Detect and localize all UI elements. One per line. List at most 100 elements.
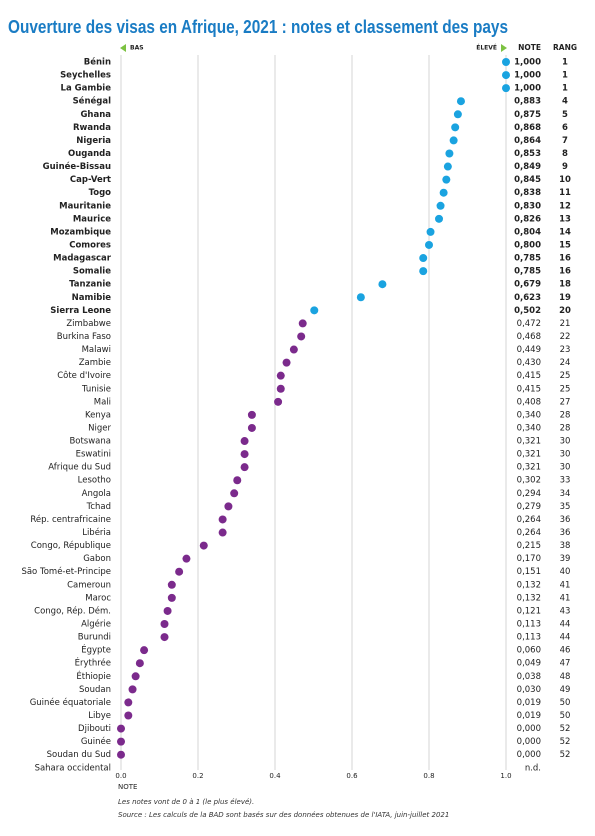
rank-label: 44 — [560, 633, 571, 643]
rank-label: 16 — [559, 267, 571, 277]
rank-label: 23 — [560, 345, 571, 355]
note-label: 0,804 — [514, 227, 541, 237]
note-label: 0,215 — [517, 541, 541, 551]
dot — [160, 620, 169, 629]
dot — [439, 188, 448, 197]
rank-label: 20 — [559, 306, 571, 316]
rank-label: 22 — [560, 332, 571, 342]
country-label: Égypte — [81, 644, 111, 656]
rank-label: 49 — [560, 685, 571, 695]
rank-label: 1 — [562, 84, 568, 94]
country-label: Soudan — [79, 685, 111, 695]
rank-label: 40 — [560, 567, 571, 577]
note-label: 0,785 — [514, 267, 541, 277]
note-label: 0,883 — [514, 97, 541, 107]
dot — [247, 410, 256, 419]
note-label: 0,000 — [517, 750, 541, 760]
rank-label: 12 — [559, 201, 571, 211]
note-label: 0,302 — [517, 476, 541, 486]
rank-label: 30 — [560, 437, 571, 447]
dot — [218, 515, 227, 524]
note-label: 0,830 — [514, 201, 541, 211]
country-label: Bénin — [84, 57, 111, 68]
dot — [117, 724, 125, 733]
dot — [240, 450, 249, 459]
x-tick-label: 0.0 — [115, 772, 126, 780]
note-label: 0,038 — [517, 672, 541, 682]
country-label: Zimbabwe — [66, 319, 111, 329]
dot — [167, 580, 176, 589]
rank-label: 52 — [560, 737, 571, 747]
dot — [298, 319, 307, 328]
dot — [276, 371, 285, 380]
country-label: Eswatini — [76, 450, 111, 460]
note-label: 0,294 — [517, 489, 541, 499]
country-label: Ouganda — [68, 149, 111, 159]
rank-label: 6 — [562, 123, 568, 133]
dot — [502, 58, 510, 66]
rank-label: 33 — [560, 476, 571, 486]
dot — [419, 254, 428, 263]
country-label: Tanzanie — [69, 280, 111, 290]
rank-label: 5 — [562, 110, 568, 120]
notes: Les notes vont de 0 à 1 (le plus élevé). — [118, 798, 254, 806]
rank-label: 21 — [560, 319, 571, 329]
country-label: Éthiopie — [76, 670, 111, 682]
note-label: 0,838 — [514, 188, 541, 198]
note-label: 0,800 — [514, 240, 541, 250]
rank-label: 46 — [560, 646, 571, 656]
country-label: Côte d'Ivoire — [57, 370, 111, 381]
note-label: 0,430 — [517, 358, 541, 368]
x-tick-label: 0.2 — [192, 772, 203, 780]
x-tick-label: 0.6 — [346, 772, 358, 780]
country-label: Djibouti — [78, 724, 111, 734]
rank-label: 28 — [560, 410, 571, 420]
dot — [310, 306, 319, 315]
note-label: 0,019 — [517, 711, 541, 721]
note-label: 0,121 — [517, 606, 541, 616]
note-label: 0,502 — [514, 306, 541, 316]
dot — [224, 502, 233, 511]
dot — [160, 633, 169, 642]
rank-label: 8 — [562, 149, 568, 159]
dot — [419, 267, 428, 276]
country-label: Zambie — [79, 358, 111, 368]
rank-label: 7 — [562, 136, 568, 146]
rank-label: 30 — [560, 450, 571, 460]
country-label: Cameroun — [67, 580, 111, 590]
country-label: Libye — [88, 711, 111, 721]
dot — [182, 554, 191, 563]
note-label: 0,264 — [517, 515, 541, 525]
rank-label: 18 — [559, 280, 571, 290]
country-label: Comores — [69, 240, 111, 250]
rank-label: 43 — [560, 606, 571, 616]
dot — [456, 97, 465, 106]
dot — [124, 711, 133, 720]
note-label: 0,113 — [517, 620, 541, 630]
chart-title: Ouverture des visas en Afrique, 2021 : n… — [8, 16, 508, 37]
rank-label: 34 — [560, 489, 571, 499]
dot — [451, 123, 460, 132]
country-label: Somalie — [73, 267, 111, 277]
dot — [240, 463, 249, 472]
dot — [449, 136, 458, 145]
dot — [502, 84, 510, 93]
note-label: 0,864 — [514, 136, 541, 146]
rank-label: 9 — [562, 162, 568, 172]
dot — [167, 593, 176, 602]
rank-label: 1 — [562, 58, 568, 68]
rank-label: 38 — [560, 541, 571, 551]
dot — [276, 384, 285, 393]
x-tick-label: 0.8 — [423, 772, 434, 780]
note-label: 0,849 — [514, 162, 541, 172]
note-label: 0,826 — [514, 214, 541, 224]
note-label: 0,875 — [514, 110, 541, 120]
rank-label: 41 — [560, 593, 571, 603]
country-label: Sahara occidental — [35, 763, 111, 773]
note-label: 0,340 — [517, 410, 541, 420]
rank-label: 44 — [560, 620, 571, 630]
dot — [175, 567, 184, 576]
country-label: Cap-Vert — [70, 175, 111, 185]
rank-header: RANG — [553, 43, 577, 52]
country-label: Afrique du Sud — [48, 463, 111, 473]
